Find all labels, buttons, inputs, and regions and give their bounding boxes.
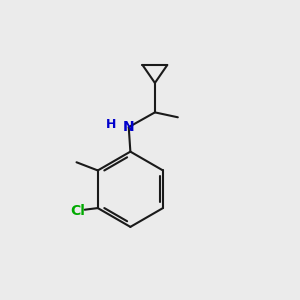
- Text: H: H: [106, 118, 116, 131]
- Text: N: N: [123, 120, 134, 134]
- Text: Cl: Cl: [71, 204, 86, 218]
